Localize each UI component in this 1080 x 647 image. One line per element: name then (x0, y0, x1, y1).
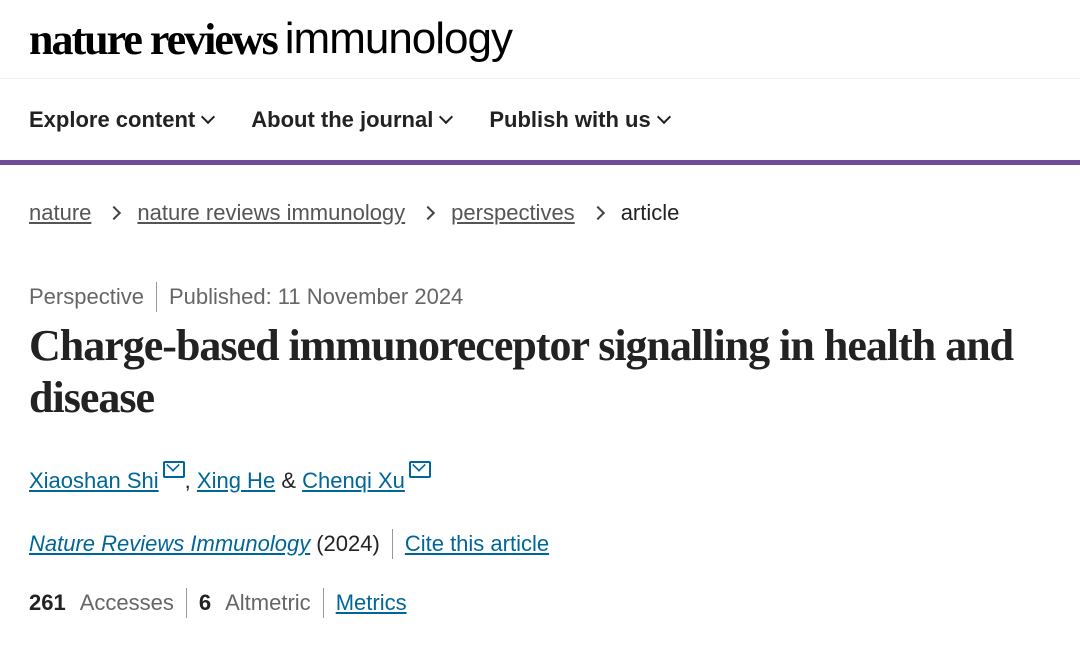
nav-label: Explore content (29, 106, 196, 132)
citation-line: Nature Reviews Immunology (2024) Cite th… (29, 529, 549, 559)
article-metrics: 261 Accesses 6 Altmetric Metrics (29, 588, 407, 618)
logo-bold: nature reviews (29, 14, 279, 64)
nav-explore-content[interactable]: Explore content (29, 106, 216, 133)
chevron-right-icon (421, 205, 436, 221)
chevron-down-icon (439, 109, 454, 125)
main-nav: Explore content About the journal Publis… (0, 79, 1080, 165)
breadcrumb-journal[interactable]: nature reviews immunology (137, 200, 406, 225)
breadcrumb-nature[interactable]: nature (29, 200, 92, 225)
nav-about-journal[interactable]: About the journal (251, 106, 454, 133)
article-title: Charge-based immunoreceptor signalling i… (29, 321, 1014, 422)
accesses-count: 261 (29, 590, 66, 615)
separator: , (184, 468, 191, 493)
journal-link[interactable]: Nature Reviews Immunology (29, 531, 311, 556)
altmetric-count: 6 (198, 590, 212, 615)
divider (185, 588, 187, 618)
nav-publish[interactable]: Publish with us (489, 106, 671, 133)
metrics-link[interactable]: Metrics (335, 590, 407, 615)
author-list: Xiaoshan Shi, Xing He & Chenqi Xu (29, 461, 431, 494)
divider (391, 529, 393, 559)
accesses-label: Accesses (79, 590, 174, 615)
article-meta: Perspective Published: 11 November 2024 (29, 282, 463, 312)
divider (155, 282, 157, 312)
chevron-right-icon (107, 205, 122, 221)
breadcrumb-current: article (620, 200, 680, 225)
nav-label: About the journal (251, 106, 434, 132)
chevron-right-icon (590, 205, 605, 221)
article-type: Perspective (29, 284, 144, 309)
altmetric-label: Altmetric (225, 590, 311, 615)
author-link[interactable]: Chenqi Xu (302, 468, 405, 493)
logo-light: immunology (284, 14, 513, 63)
separator: & (281, 468, 296, 493)
mail-icon[interactable] (162, 461, 185, 478)
cite-article-link[interactable]: Cite this article (404, 531, 550, 556)
mail-icon[interactable] (408, 461, 431, 478)
breadcrumb-perspectives[interactable]: perspectives (451, 200, 575, 225)
author-link[interactable]: Xing He (196, 468, 276, 493)
divider (322, 588, 324, 618)
chevron-down-icon (201, 109, 216, 125)
published-date: Published: 11 November 2024 (168, 284, 464, 309)
year: (2024) (316, 531, 380, 556)
journal-logo[interactable]: nature reviews immunology (0, 0, 1080, 79)
nav-label: Publish with us (489, 106, 651, 132)
breadcrumb: nature nature reviews immunology perspec… (29, 200, 679, 226)
author-link[interactable]: Xiaoshan Shi (29, 468, 159, 493)
chevron-down-icon (656, 109, 671, 125)
